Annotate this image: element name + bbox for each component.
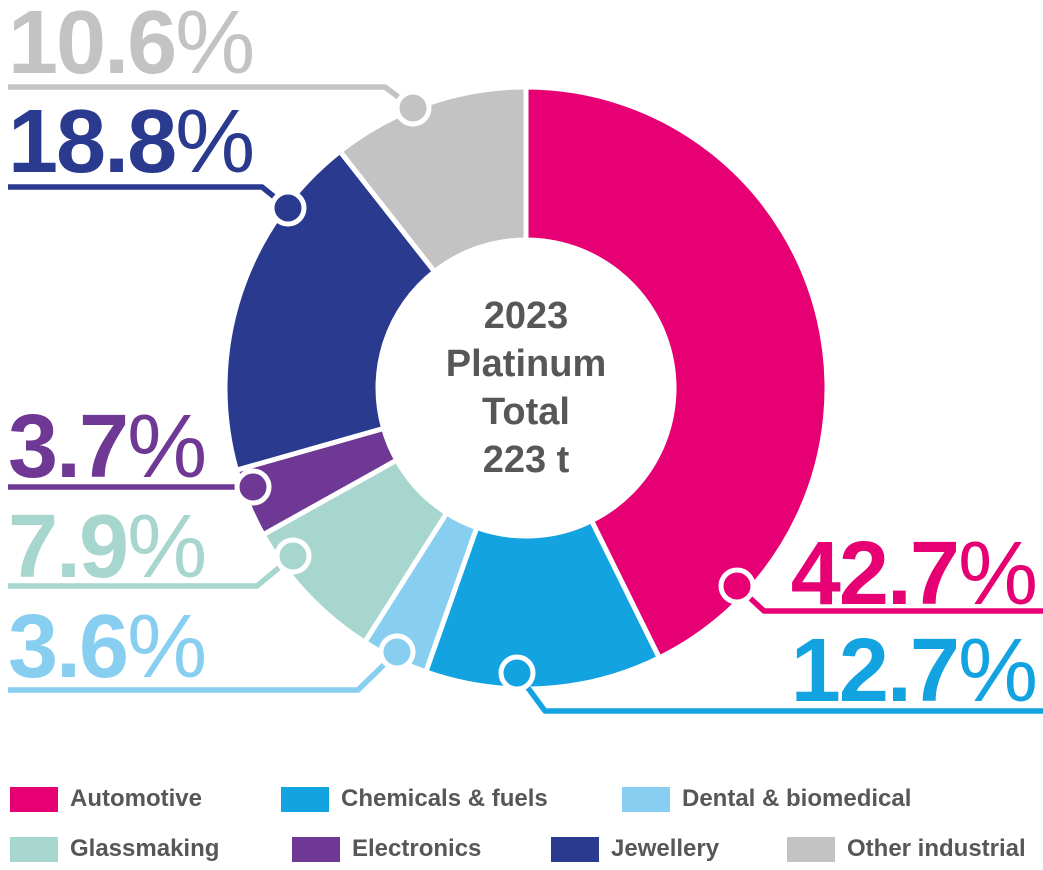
callout-value: 3.7: [8, 397, 129, 497]
donut-segment-automotive: [523, 84, 830, 661]
legend-item-jewellery: Jewellery: [551, 835, 720, 862]
callout-label-electronics: 3.7%: [8, 402, 207, 492]
callout-dot-chemicals-fuels: [498, 654, 536, 692]
center-line-total: Total: [482, 391, 570, 433]
callout-label-dental-biomedical: 3.6%: [8, 602, 207, 692]
callout-dot-other-industrial: [394, 89, 432, 127]
center-line-year: 2023: [483, 295, 569, 337]
callout-value: 18.8: [8, 92, 177, 192]
legend-item-dental-biomedical: Dental & biomedical: [622, 785, 912, 812]
legend-swatch-other-industrial: [787, 836, 835, 862]
callout-value: 10.6: [8, 0, 177, 93]
legend-swatch-glassmaking: [10, 836, 58, 862]
callout-label-automotive: 42.7%: [791, 529, 1038, 619]
callout-value: 7.9: [8, 497, 129, 597]
legend-item-glassmaking: Glassmaking: [10, 835, 220, 862]
legend-label: Electronics: [352, 835, 482, 862]
legend-swatch-chemicals-fuels: [281, 786, 329, 812]
legend-label: Jewellery: [611, 835, 720, 862]
donut-segment-other-industrial: [337, 84, 529, 275]
callout-value: 12.7: [790, 621, 960, 721]
callout-label-jewellery: 18.8%: [8, 97, 255, 187]
center-line-metal: Platinum: [445, 343, 607, 385]
legend-swatch-electronics: [292, 836, 340, 862]
donut-chart: [8, 84, 1043, 714]
legend-swatch-automotive: [10, 786, 58, 812]
percent-sign: %: [957, 621, 1038, 721]
callout-value: 42.7: [790, 524, 960, 624]
legend-item-electronics: Electronics: [292, 835, 482, 862]
legend-item-automotive: Automotive: [10, 785, 202, 812]
legend-item-other-industrial: Other industrial: [787, 835, 1026, 862]
percent-sign: %: [127, 597, 207, 697]
center-line-tonnage: 223 t: [482, 439, 570, 481]
callout-label-other-industrial: 10.6%: [8, 0, 255, 88]
callout-dot-electronics: [234, 468, 272, 506]
legend-item-chemicals-fuels: Chemicals & fuels: [281, 785, 548, 812]
donut-center-label: 2023 Platinum Total 223 t: [376, 292, 676, 484]
callout-dot-jewellery: [269, 189, 307, 227]
legend-label: Automotive: [70, 785, 202, 812]
donut-segment-jewellery: [222, 148, 438, 473]
callout-dot-dental-biomedical: [378, 633, 416, 671]
callout-label-glassmaking: 7.9%: [8, 502, 207, 592]
legend-label: Chemicals & fuels: [341, 785, 548, 812]
legend-label: Dental & biomedical: [682, 785, 912, 812]
percent-sign: %: [175, 92, 255, 192]
legend-label: Other industrial: [847, 835, 1026, 862]
percent-sign: %: [127, 497, 207, 597]
callout-label-chemicals-fuels: 12.7%: [791, 626, 1038, 716]
percent-sign: %: [175, 0, 255, 93]
percent-sign: %: [957, 524, 1038, 624]
callout-dot-automotive: [718, 567, 756, 605]
callout-value: 3.6: [8, 597, 129, 697]
legend-swatch-jewellery: [551, 836, 599, 862]
donut-segment-chemicals-fuels: [423, 518, 662, 692]
legend-swatch-dental-biomedical: [622, 786, 670, 812]
percent-sign: %: [127, 397, 207, 497]
legend-label: Glassmaking: [70, 835, 220, 862]
callout-dot-glassmaking: [274, 537, 312, 575]
